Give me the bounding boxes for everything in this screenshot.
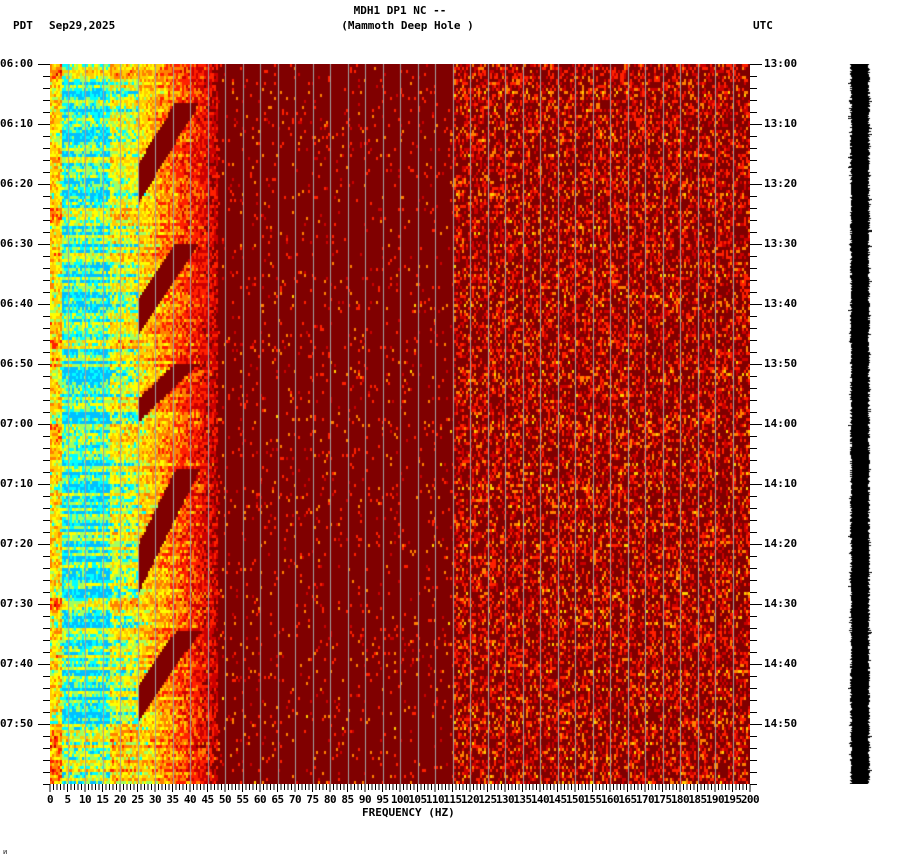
y-tick-label-right: 14:50 xyxy=(764,717,798,730)
spectrogram-plot xyxy=(50,64,750,784)
x-tick-label: 80 xyxy=(323,793,337,806)
x-tick-label: 170 xyxy=(635,793,655,806)
x-tick-label: 120 xyxy=(460,793,480,806)
y-tick-label-left: 07:40 xyxy=(0,657,34,670)
x-tick-label: 25 xyxy=(131,793,144,806)
chart-title-station: MDH1 DP1 NC -- xyxy=(353,4,447,17)
x-tick-label: 115 xyxy=(443,793,462,806)
x-tick-label: 85 xyxy=(341,793,354,806)
x-tick-label: 30 xyxy=(148,793,162,806)
y-tick-label-left: 07:10 xyxy=(0,477,34,490)
y-tick-label-left: 07:30 xyxy=(0,597,34,610)
x-tick-label: 10 xyxy=(78,793,92,806)
y-tick-label-right: 13:00 xyxy=(764,57,798,70)
x-tick-label: 150 xyxy=(565,793,585,806)
seismogram-trace xyxy=(848,64,872,784)
y-tick-label-left: 07:00 xyxy=(0,417,34,430)
x-tick-label: 100 xyxy=(390,793,410,806)
y-tick-label-right: 13:20 xyxy=(764,177,798,190)
x-tick-label: 40 xyxy=(183,793,197,806)
x-tick-label: 125 xyxy=(478,793,497,806)
y-tick-label-right: 14:40 xyxy=(764,657,798,670)
x-tick-label: 140 xyxy=(530,793,550,806)
x-tick-label: 175 xyxy=(653,793,672,806)
y-tick-label-left: 06:50 xyxy=(0,357,34,370)
corner-mark: ᴎ xyxy=(3,848,8,856)
y-tick-label-right: 14:00 xyxy=(764,417,798,430)
x-tick-label: 200 xyxy=(740,793,760,806)
x-tick-label: 50 xyxy=(218,793,232,806)
y-tick-label-left: 06:20 xyxy=(0,177,34,190)
y-tick-label-right: 13:30 xyxy=(764,237,798,250)
x-tick-label: 65 xyxy=(271,793,284,806)
left-timezone-label: PDT xyxy=(13,19,33,32)
x-tick-label: 110 xyxy=(425,793,445,806)
y-tick-label-right: 13:10 xyxy=(764,117,798,130)
x-tick-label: 90 xyxy=(358,793,372,806)
x-tick-label: 185 xyxy=(688,793,707,806)
x-tick-label: 180 xyxy=(670,793,690,806)
x-tick-label: 95 xyxy=(376,793,389,806)
x-tick-label: 35 xyxy=(166,793,179,806)
y-tick-label-left: 06:10 xyxy=(0,117,34,130)
x-tick-label: 55 xyxy=(236,793,249,806)
x-tick-label: 20 xyxy=(113,793,127,806)
x-tick-label: 15 xyxy=(96,793,109,806)
spectrogram-canvas xyxy=(50,64,750,784)
x-tick-label: 160 xyxy=(600,793,620,806)
right-timezone-label: UTC xyxy=(753,19,773,32)
x-tick-label: 135 xyxy=(513,793,532,806)
x-tick-label: 145 xyxy=(548,793,567,806)
y-tick-label-right: 14:20 xyxy=(764,537,798,550)
y-tick-label-right: 14:30 xyxy=(764,597,798,610)
x-axis-title: FREQUENCY (HZ) xyxy=(362,806,455,819)
y-tick-label-left: 06:00 xyxy=(0,57,34,70)
x-tick-label: 155 xyxy=(583,793,602,806)
chart-title-site: (Mammoth Deep Hole ) xyxy=(341,19,474,32)
seismogram-canvas xyxy=(848,64,872,784)
x-tick-label: 190 xyxy=(705,793,725,806)
date-label: Sep29,2025 xyxy=(49,19,116,32)
x-tick-label: 75 xyxy=(306,793,319,806)
x-tick-label: 195 xyxy=(723,793,742,806)
x-tick-label: 130 xyxy=(495,793,515,806)
y-tick-label-left: 07:20 xyxy=(0,537,34,550)
x-tick-label: 105 xyxy=(408,793,427,806)
x-tick-label: 60 xyxy=(253,793,267,806)
x-tick-label: 0 xyxy=(46,793,54,806)
x-tick-label: 70 xyxy=(288,793,302,806)
y-tick-label-right: 13:50 xyxy=(764,357,798,370)
x-tick-label: 45 xyxy=(201,793,214,806)
y-tick-label-left: 06:40 xyxy=(0,297,34,310)
y-tick-label-right: 14:10 xyxy=(764,477,798,490)
y-tick-label-left: 07:50 xyxy=(0,717,34,730)
y-tick-label-left: 06:30 xyxy=(0,237,34,250)
x-tick-label: 165 xyxy=(618,793,637,806)
x-tick-label: 5 xyxy=(64,793,71,806)
y-tick-label-right: 13:40 xyxy=(764,297,798,310)
